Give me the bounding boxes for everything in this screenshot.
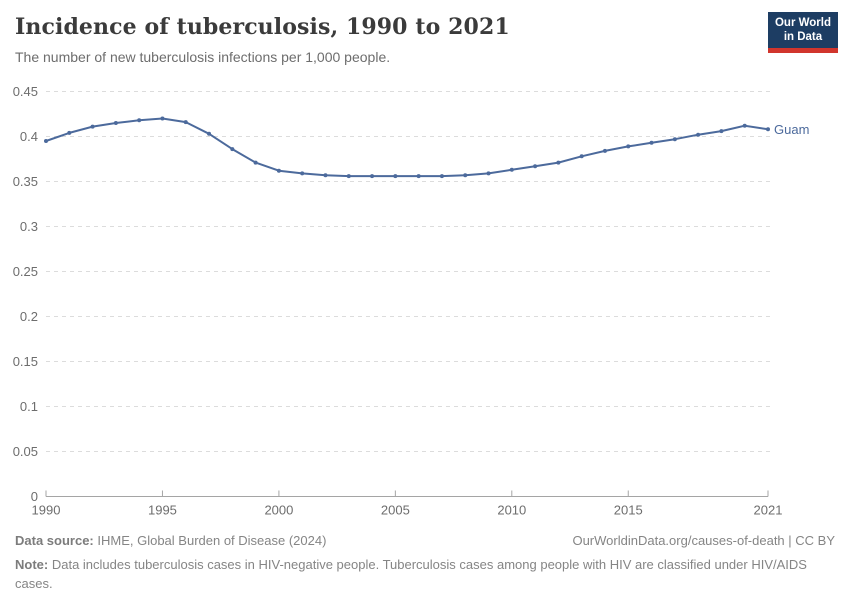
data-point[interactable] [719, 129, 724, 134]
data-point[interactable] [323, 173, 328, 178]
data-point[interactable] [416, 174, 421, 179]
data-source-label: Data source: [15, 533, 94, 548]
data-point[interactable] [533, 164, 538, 169]
data-point[interactable] [696, 132, 701, 137]
data-point[interactable] [90, 124, 95, 129]
data-point[interactable] [253, 160, 258, 165]
data-point[interactable] [742, 123, 747, 128]
y-tick-label: 0 [31, 489, 38, 504]
page-title: Incidence of tuberculosis, 1990 to 2021 [15, 14, 510, 40]
data-point[interactable] [183, 120, 188, 125]
data-point[interactable] [556, 160, 561, 165]
data-point[interactable] [579, 154, 584, 159]
y-tick-label: 0.15 [13, 354, 38, 369]
owid-logo-line1: Our World [774, 17, 831, 29]
x-tick-label: 2021 [754, 503, 783, 518]
chart-note: Note: Data includes tuberculosis cases i… [15, 556, 835, 593]
chart-header: Incidence of tuberculosis, 1990 to 2021 … [15, 14, 755, 65]
data-point[interactable] [649, 140, 654, 145]
data-point[interactable] [486, 171, 491, 176]
data-point[interactable] [207, 131, 212, 136]
data-point[interactable] [113, 121, 118, 125]
line-chart: 0 0.05 0.1 0.15 0.2 0.25 0.3 0.35 0.4 0.45 1990 199… [13, 84, 810, 518]
x-tick-label: 1990 [32, 503, 61, 518]
note-text: Data includes tuberculosis cases in HIV-… [15, 557, 807, 591]
y-tick-label: 0.2 [20, 309, 38, 324]
chart-footer: Data source: IHME, Global Burden of Dise… [15, 532, 835, 593]
chart-subtitle: The number of new tuberculosis infection… [15, 49, 391, 65]
data-point[interactable] [370, 174, 375, 179]
x-tick-label: 2005 [381, 503, 410, 518]
data-point[interactable] [137, 118, 142, 123]
data-point[interactable] [44, 139, 48, 143]
x-tick-label: 2015 [614, 503, 643, 518]
owid-link[interactable]: OurWorldinData.org/causes-of-death | CC … [572, 533, 835, 548]
y-tick-label: 0.25 [13, 264, 38, 279]
data-point[interactable] [230, 147, 235, 152]
data-point[interactable] [766, 127, 770, 132]
owid-logo-line2: in Data [783, 30, 823, 43]
data-point[interactable] [346, 174, 351, 179]
data-point[interactable] [672, 137, 677, 142]
series-label[interactable]: Guam [774, 122, 809, 137]
data-source: Data source: IHME, Global Burden of Dise… [15, 532, 326, 550]
data-point[interactable] [463, 173, 468, 178]
y-tick-label: 0.1 [20, 399, 38, 414]
data-point[interactable] [67, 130, 72, 135]
data-source-value[interactable]: IHME, Global Burden of Disease (2024) [97, 533, 327, 548]
y-tick-label: 0.35 [13, 174, 38, 189]
data-point[interactable] [439, 174, 444, 179]
data-point[interactable] [160, 116, 165, 121]
data-point[interactable] [276, 168, 281, 173]
data-point[interactable] [509, 167, 514, 172]
y-tick-label: 0.3 [20, 219, 38, 234]
x-tick-label: 2000 [264, 503, 293, 518]
y-tick-label: 0.4 [20, 129, 38, 144]
data-point[interactable] [393, 174, 398, 179]
x-tick-label: 2010 [497, 503, 526, 518]
y-tick-label: 0.05 [13, 444, 38, 459]
x-tick-label: 1995 [148, 503, 177, 518]
data-point[interactable] [300, 171, 305, 176]
owid-logo[interactable]: Our World in Data [767, 12, 838, 53]
y-tick-label: 0.45 [13, 84, 38, 99]
note-label: Note: [15, 557, 49, 573]
data-point[interactable] [602, 148, 607, 153]
data-point[interactable] [626, 144, 631, 149]
series-line[interactable] [45, 117, 769, 178]
